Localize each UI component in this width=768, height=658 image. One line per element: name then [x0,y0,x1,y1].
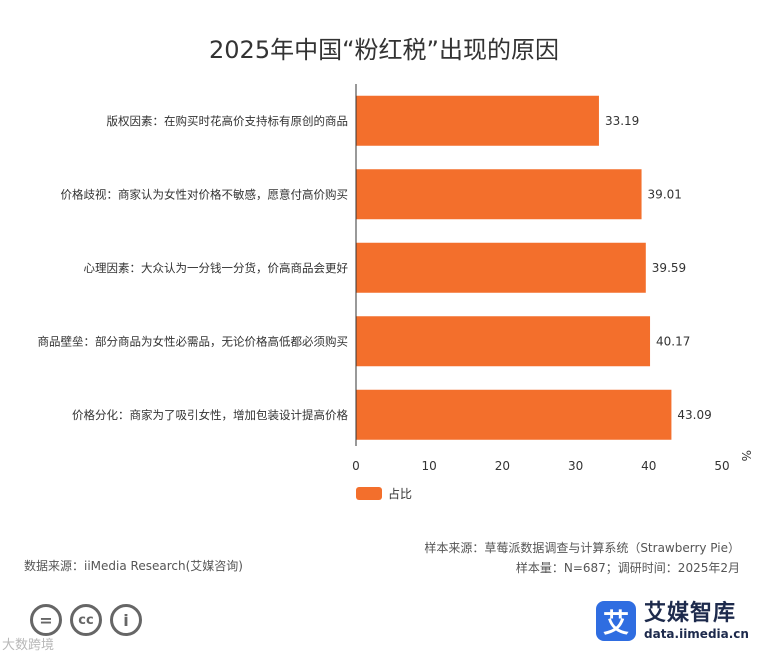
bar-value-label: 39.01 [648,187,682,201]
attribution-icon: i [110,604,142,636]
sample-source: 样本来源：草莓派数据调查与计算系统（Strawberry Pie） [424,541,740,555]
x-tick-label: 10 [422,459,437,473]
category-label: 版权因素：在购买时花高价支持标有原创的商品 [107,114,349,128]
watermark: 大数跨境 [2,638,55,653]
legend-label: 占比 [388,486,412,501]
category-label: 价格分化：商家为了吸引女性，增加包装设计提高价格 [72,408,348,422]
bar [356,316,651,367]
legend-swatch [356,487,382,500]
bar [356,242,646,293]
x-tick-label: 20 [495,459,510,473]
category-label: 心理因素：大众认为一分钱一分货，价高商品会更好 [84,261,349,275]
bar-value-label: 43.09 [677,408,711,422]
equals-icon: = [30,604,62,636]
brand-logo: 艾 [596,601,636,641]
chart-title: 2025年中国“粉红税”出现的原因 [209,36,559,64]
bar-chart: 33.19 版权因素：在购买时花高价支持标有原创的商品 39.01 价格歧视：商家认为… [38,84,753,501]
brand: 艾 艾媒智库 data.iimedia.cn [596,601,749,641]
brand-url: data.iimedia.cn [644,627,749,641]
data-source: 数据来源：iiMedia Research(艾媒咨询) [24,559,243,573]
bar [356,169,642,220]
x-tick-label: 50 [714,459,729,473]
sample-info-block: 样本来源：草莓派数据调查与计算系统（Strawberry Pie） 样本量：N=… [424,538,740,578]
category-label: 商品壁垒：部分商品为女性必需品，无论价格高低都必须购买 [38,334,349,348]
x-tick-label: 0 [352,459,360,473]
x-axis-unit: % [739,450,753,461]
bar [356,389,672,440]
brand-name: 艾媒智库 [644,601,737,626]
x-tick-label: 40 [641,459,656,473]
bar-value-label: 40.17 [656,334,690,348]
bar [356,95,599,146]
x-tick-label: 30 [568,459,583,473]
license-icons: = cc i [30,604,142,636]
bar-value-label: 39.59 [652,261,686,275]
bar-value-label: 33.19 [605,114,639,128]
cc-icon: cc [70,604,102,636]
sample-size: 样本量：N=687；调研时间：2025年2月 [515,561,740,575]
category-label: 价格歧视：商家认为女性对价格不敏感，愿意付高价购买 [61,187,349,201]
